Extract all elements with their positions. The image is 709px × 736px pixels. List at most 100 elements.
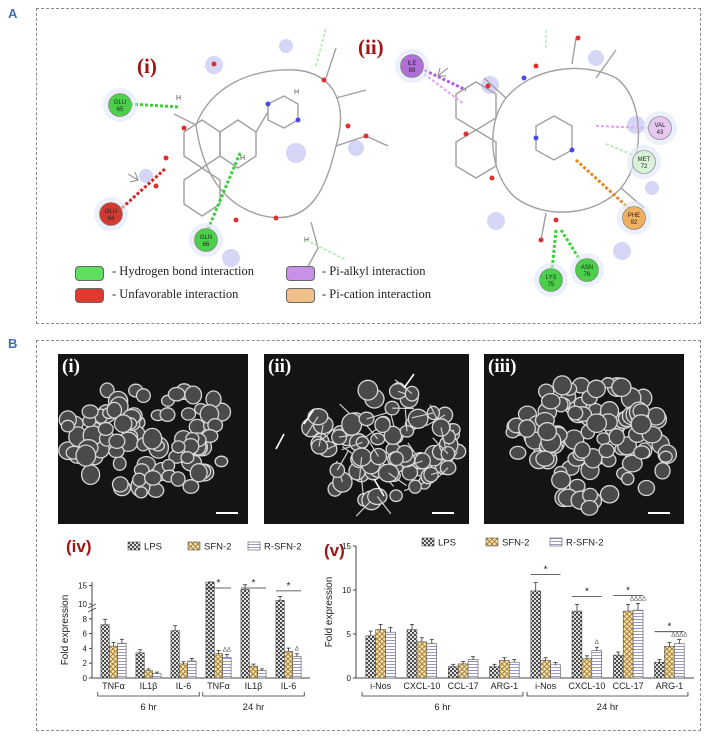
bar-r-sfn-2-4 — [550, 664, 561, 679]
cell — [214, 455, 229, 468]
cell — [537, 422, 558, 441]
residue-name: GLU — [105, 209, 117, 215]
cell — [134, 486, 148, 499]
residue-number: 72 — [641, 164, 648, 170]
cell — [580, 499, 599, 516]
residue-ii-met-72 — [632, 150, 656, 174]
legend-swatch-pi-cation — [286, 288, 315, 303]
x-tick-label: IL1β — [140, 681, 158, 691]
cell — [111, 476, 129, 493]
group-label: 6 hr — [434, 702, 450, 713]
cell — [159, 407, 176, 423]
legend-label-unfavorable: - Unfavorable interaction — [112, 287, 239, 301]
significance-star: * — [252, 578, 256, 589]
panel-letter-b: B — [8, 336, 18, 351]
group-label: 24 hr — [597, 702, 619, 713]
micrograph-label-ii: (ii) — [268, 356, 292, 377]
bar-r-sfn-2-0 — [385, 631, 396, 679]
bar-sfn-2-0 — [108, 645, 118, 679]
residue-number: 43 — [657, 130, 664, 136]
svg-text:H: H — [294, 89, 299, 96]
cell — [518, 419, 536, 438]
residue-ii-ile-89 — [400, 54, 424, 78]
svg-text:H: H — [240, 155, 245, 162]
cell — [598, 443, 615, 459]
x-tick-label: ARG-1 — [656, 681, 684, 691]
bar-sfn-2-0 — [375, 629, 386, 679]
cell — [621, 454, 643, 473]
cell — [621, 471, 635, 486]
legend-label-pi-cation: - Pi-cation interaction — [322, 287, 431, 301]
y-tick-label: 6 — [83, 630, 88, 639]
cell — [370, 432, 386, 446]
cell — [573, 441, 591, 459]
bar-r-sfn-2-2 — [467, 659, 479, 679]
bar-lps-0 — [100, 624, 110, 679]
cell — [135, 388, 151, 404]
significance-star: * — [667, 622, 671, 633]
y-axis-label: Fold expression — [60, 595, 71, 666]
chart-iv: 0 2 4 6 8 10 15 Fold expression TNFα IL1β IL-6 TNFα… — [60, 537, 310, 713]
bar-r-sfn-2-1 — [152, 673, 162, 679]
cell — [552, 375, 573, 396]
group-bracket — [526, 692, 689, 697]
cell-process — [318, 424, 324, 447]
cell — [171, 440, 186, 454]
micrograph-ii — [264, 354, 469, 524]
svg-text:H: H — [176, 95, 181, 102]
group-bracket — [202, 692, 305, 697]
cell — [509, 445, 527, 460]
cell — [358, 411, 375, 427]
bar-sfn-2-5 — [581, 658, 593, 679]
significance-star: * — [217, 578, 221, 589]
bar-sfn-2-2 — [457, 663, 469, 679]
cell — [658, 450, 673, 463]
x-tick-label: ARG-1 — [491, 681, 519, 691]
bar-lps-5 — [275, 600, 285, 679]
residue-name: VAL — [655, 123, 667, 129]
bar-r-sfn-2-3 — [222, 657, 232, 679]
cell — [142, 427, 163, 450]
x-tick-label: CCL-17 — [613, 681, 644, 691]
bar-lps-4 — [240, 588, 250, 679]
delta-annotation: ΔΔΔΔ — [671, 633, 687, 639]
legend-label-hbond: - Hydrogen bond interaction — [112, 264, 254, 278]
bar-r-sfn-2-4 — [257, 670, 267, 679]
legend-swatch-r-sfn-2 — [549, 537, 563, 547]
significance-star: * — [544, 565, 548, 576]
cell — [567, 405, 584, 421]
micrograph-label-i: (i) — [62, 356, 80, 377]
micrograph-label-iii: (iii) — [488, 356, 517, 377]
bar-sfn-2-7 — [664, 646, 675, 679]
cell-process — [358, 456, 363, 479]
y-tick-label: 10 — [78, 600, 87, 609]
y-tick-label: 15 — [78, 582, 87, 591]
residue-name: MET — [638, 157, 651, 163]
cell — [408, 479, 422, 494]
bar-lps-4 — [530, 590, 542, 679]
cell — [599, 485, 620, 504]
residue-number: 64 — [108, 216, 115, 222]
legend-label: SFN-2 — [204, 542, 231, 553]
cell — [108, 433, 126, 450]
cell — [182, 479, 200, 494]
scale-bar-ii — [432, 512, 454, 514]
bar-lps-0 — [365, 635, 376, 679]
y-tick-label: 8 — [83, 615, 88, 624]
bar-lps-2 — [170, 630, 180, 679]
residue-number: 65 — [117, 107, 124, 113]
x-tick-label: CXCL-10 — [403, 681, 440, 691]
x-tick-label: IL-6 — [176, 681, 192, 691]
bar-sfn-2-4 — [249, 665, 259, 679]
residue-i-glu-65 — [108, 93, 132, 117]
cell — [369, 447, 388, 466]
cell — [551, 470, 571, 490]
legend-label: R-SFN-2 — [566, 538, 603, 549]
cell — [106, 401, 123, 419]
cell — [329, 462, 346, 479]
cell — [60, 419, 75, 433]
cell-process — [440, 427, 447, 450]
x-tick-label: IL1β — [245, 681, 263, 691]
y-tick-label: 0 — [83, 674, 88, 683]
bar-sfn-2-1 — [144, 670, 154, 679]
